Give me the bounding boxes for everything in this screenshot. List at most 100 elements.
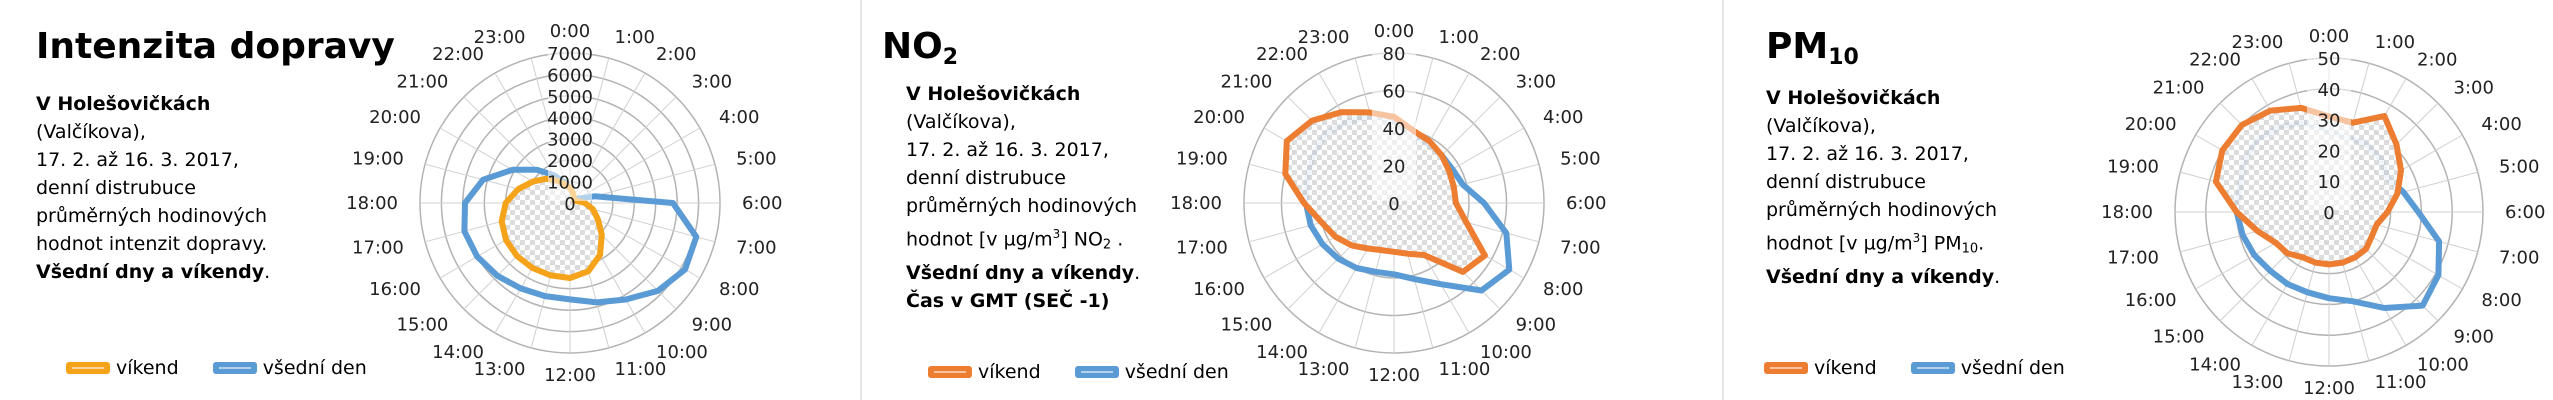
desc-line: 17. 2. až 16. 3. 2017, xyxy=(36,149,239,171)
desc-part: hodnot [v µg/m xyxy=(1766,232,1913,255)
panel-divider xyxy=(860,0,862,400)
hour-label: 18:00 xyxy=(346,193,398,214)
radial-tick-label: 6000 xyxy=(547,65,593,86)
hour-label: 8:00 xyxy=(2481,290,2521,311)
panel-divider xyxy=(1722,0,1724,400)
legend-label: víkend xyxy=(116,357,179,379)
hour-label: 0:00 xyxy=(550,21,590,42)
hour-label: 4:00 xyxy=(2481,114,2521,135)
hour-label: 3:00 xyxy=(2454,78,2494,99)
desc-line: (Valčíkova), xyxy=(1766,115,1876,137)
legend-label: všední den xyxy=(262,357,367,379)
title-text: PM xyxy=(1766,26,1829,67)
hour-label: 10:00 xyxy=(2417,354,2469,375)
desc-line: Čas v GMT (SEČ -1) xyxy=(906,290,1110,313)
radar-chart-pm10: 0 10 20 30 40 50 1:002:00 3:00 4:00 5:00 6:00 7:00 8… xyxy=(2101,26,2545,399)
hour-label: 16:00 xyxy=(2125,290,2177,311)
legend-item-vikend: víkend xyxy=(66,357,179,379)
legend-item-vikend: víkend xyxy=(928,361,1041,383)
desc-line: hodnot intenzit dopravy. xyxy=(36,233,268,255)
radial-tick-label: 20 xyxy=(2318,141,2341,162)
hour-label: 16:00 xyxy=(1193,279,1245,300)
panel-title: NO2 xyxy=(882,26,958,70)
radial-tick-label: 0 xyxy=(2323,203,2334,224)
hour-label: 5:00 xyxy=(736,149,776,170)
hour-label: 5:00 xyxy=(2499,156,2539,177)
desc-line: 17. 2. až 16. 3. 2017, xyxy=(1766,143,1969,165)
tick-label-bg xyxy=(548,45,592,201)
hour-label: 0:00 xyxy=(2309,26,2349,47)
hour-label: 22:00 xyxy=(1256,44,1308,65)
desc-line: V Holešovičkách xyxy=(1766,87,1941,109)
desc-line: průměrných hodinových xyxy=(1766,199,1998,221)
legend-item-vikend: víkend xyxy=(1764,357,1877,379)
legend-swatch-vsedni xyxy=(1074,366,1119,378)
legend-swatch-vikend xyxy=(928,366,972,378)
hour-label: 15:00 xyxy=(1221,315,1273,336)
radial-tick-label: 30 xyxy=(2318,111,2341,132)
hour-label: 1:00 xyxy=(2375,32,2415,53)
legend-swatch-vsedni xyxy=(212,362,257,374)
panel-title: PM10 xyxy=(1766,26,1859,70)
title-subscript: 2 xyxy=(942,45,959,70)
hour-label: 23:00 xyxy=(2232,32,2284,53)
panel-pm10: PM10 V Holešovičkách (Valčíkova), 17. 2.… xyxy=(1724,0,2553,400)
desc-line: V Holešovičkách xyxy=(906,83,1081,105)
desc-bold: Všední dny a víkendy xyxy=(906,262,1135,285)
hour-label: 19:00 xyxy=(352,149,404,170)
hour-label: 20:00 xyxy=(1193,107,1245,128)
hour-label: 16:00 xyxy=(369,279,421,300)
hour-label: 18:00 xyxy=(2101,202,2153,223)
title-text: NO xyxy=(882,26,943,67)
title-text: Intenzita dopravy xyxy=(36,26,395,67)
hour-label: 17:00 xyxy=(1176,238,1228,259)
hour-label: 3:00 xyxy=(692,71,732,92)
radial-tick-label: 4000 xyxy=(547,108,593,129)
hour-label: 7:00 xyxy=(1560,238,1600,259)
desc-line: hodnot [v µg/m3] NO2 . xyxy=(906,220,1140,259)
hour-label: 21:00 xyxy=(1221,71,1273,92)
hour-label: 13:00 xyxy=(474,359,526,380)
legend-swatch-vikend xyxy=(1764,362,1808,374)
panel-no2: NO2 V Holešovičkách (Valčíkova), 17. 2. … xyxy=(862,0,1722,400)
desc-line: denní distrubuce xyxy=(1766,171,1926,193)
radial-tick-label: 10 xyxy=(2318,172,2341,193)
desc-sub: 2 xyxy=(1102,237,1112,253)
desc-line: Všední dny a víkendy. xyxy=(1766,263,2000,291)
radial-tick-label: 1000 xyxy=(547,173,593,194)
legend-label: všední den xyxy=(1124,361,1229,383)
hour-label: 13:00 xyxy=(2232,372,2284,393)
radial-tick-label: 50 xyxy=(2318,49,2341,70)
panel-traffic: Intenzita dopravy V Holešovičkách (Valčí… xyxy=(0,0,860,400)
hour-label: 9:00 xyxy=(692,315,732,336)
radial-tick-label: 60 xyxy=(1383,82,1406,103)
desc-line: (Valčíkova), xyxy=(36,121,146,143)
hour-label: 8:00 xyxy=(719,279,759,300)
radial-tick-label: 0 xyxy=(564,194,575,215)
hour-label: 4:00 xyxy=(719,107,759,128)
legend-label: víkend xyxy=(1814,357,1877,379)
desc-part: hodnot [v µg/m xyxy=(906,228,1053,251)
hour-label: 7:00 xyxy=(2499,248,2539,269)
hour-label: 23:00 xyxy=(1298,27,1350,48)
hour-label: 14:00 xyxy=(1256,342,1308,363)
hour-label: 5:00 xyxy=(1560,149,1600,170)
hour-label: 10:00 xyxy=(656,342,708,363)
legend-item-vsedni: všední den xyxy=(1074,361,1229,383)
legend-label: víkend xyxy=(978,361,1041,383)
hour-label: 19:00 xyxy=(1176,149,1228,170)
hour-label: 6:00 xyxy=(1566,193,1606,214)
desc-line: V Holešovičkách xyxy=(36,93,211,115)
desc-line: průměrných hodinových xyxy=(906,195,1138,217)
hour-label: 20:00 xyxy=(2125,114,2177,135)
hour-label: 6:00 xyxy=(742,193,782,214)
hour-label: 12:00 xyxy=(1368,365,1420,386)
radar-chart-no2: 0 20 40 60 80 1:002:00 3:00 4:00 5:00 6:00 7:00 8:0… xyxy=(1170,21,1606,386)
hour-label: 21:00 xyxy=(397,71,449,92)
tick-label-bg xyxy=(2307,50,2351,210)
hour-label: 12:00 xyxy=(2303,378,2355,399)
hour-label: 3:00 xyxy=(1516,71,1556,92)
radial-tick-label: 0 xyxy=(1388,194,1399,215)
legend-swatch-vikend xyxy=(66,362,110,374)
